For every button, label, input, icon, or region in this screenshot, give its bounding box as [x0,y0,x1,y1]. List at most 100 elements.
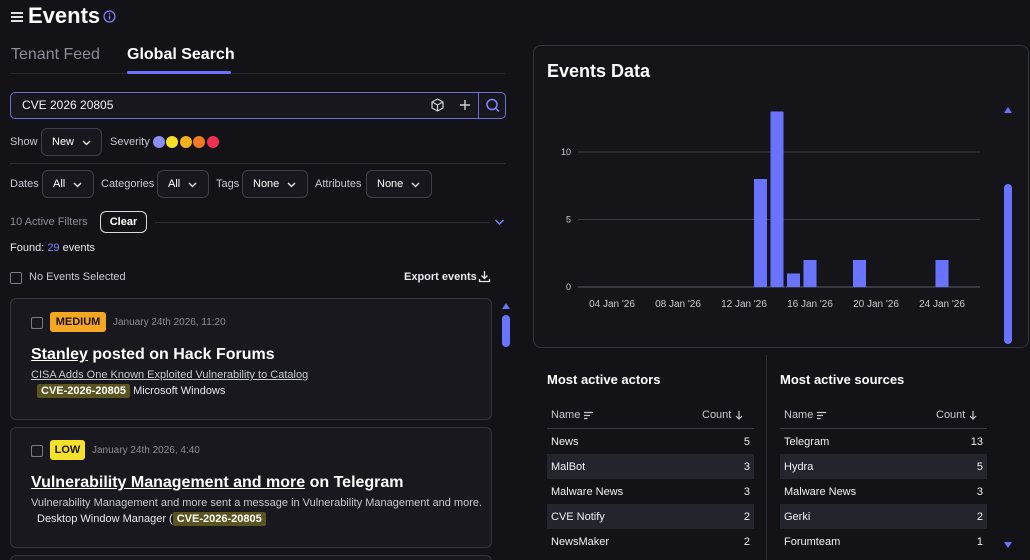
found-number: 29 [47,242,60,254]
dates-label: Dates [10,178,39,190]
cve-tag[interactable]: CVE-2026-20805 [172,512,266,526]
severity-dot-info[interactable] [153,136,165,148]
events-data-title: Events Data [547,61,651,81]
clear-filters-button[interactable]: Clear [100,211,147,233]
severity-dot-high[interactable] [193,136,205,148]
event-card[interactable] [10,555,492,560]
scroll-down-arrow[interactable] [1003,541,1013,549]
event-checkbox[interactable] [31,445,43,457]
categories-value: All [168,178,181,190]
x-tick-label: 08 Jan '26 [655,299,701,310]
actors-count-header[interactable]: Count [702,409,744,421]
active-tab-indicator [127,71,231,74]
x-tick-label: 16 Jan '26 [787,299,833,310]
chart-bar [770,111,784,287]
sources-table: Telegram 13 Hydra 5 Malware News 3 Gerki 2 F… [780,429,987,554]
y-tick-label: 0 [566,282,571,292]
plus-icon[interactable] [459,99,471,111]
show-label: Show [10,136,38,148]
categories-dropdown[interactable]: All [157,170,209,198]
dates-value: All [53,178,66,190]
event-meta: CVE-2026-20805 Microsoft Windows [37,384,226,398]
tab-global-search[interactable]: Global Search [127,46,235,63]
selection-status: No Events Selected [29,271,126,283]
scrollbar-thumb[interactable] [1004,184,1012,344]
search-input[interactable] [22,98,402,112]
chevron-down-icon[interactable] [494,217,505,227]
table-row[interactable]: Gerki 2 [780,504,987,529]
chart-bar [935,260,949,287]
severity-dot-critical[interactable] [207,136,219,148]
search-box [10,92,506,119]
table-header-divider [780,428,987,429]
severity-dot-low[interactable] [166,136,178,148]
x-tick-label: 20 Jan '26 [853,299,899,310]
sources-name-header[interactable]: Name [784,409,827,421]
search-button[interactable] [478,92,506,119]
event-product: Microsoft Windows [133,385,226,397]
categories-label: Categories [101,178,155,190]
event-checkbox[interactable] [31,317,43,329]
tables-divider [766,355,767,560]
chevron-down-icon [287,182,296,187]
found-count: Found: 29 events [10,242,96,254]
tags-dropdown[interactable]: None [242,170,308,198]
show-dropdown[interactable]: New [41,128,102,156]
event-date: January 24th 2026, 4:40 [92,445,200,456]
show-value: New [52,136,75,148]
info-icon[interactable] [103,10,116,23]
table-row[interactable]: MalBot 3 [547,454,754,479]
event-actor-link[interactable]: Stanley [31,346,88,363]
events-chart: 0 5 10 04 Jan '26 08 Jan '26 12 Jan '26 16 Jan… [561,111,980,310]
event-actor-link[interactable]: Vulnerability Management and more [31,474,306,491]
x-tick-label: 24 Jan '26 [919,299,965,310]
table-row[interactable]: CVE Notify 2 [547,504,754,529]
cve-tag[interactable]: CVE-2026-20805 [37,384,131,398]
sources-count-header[interactable]: Count [936,409,978,421]
event-card[interactable] [10,427,492,548]
severity-dot-medium[interactable] [180,136,192,148]
table-row[interactable]: NewsMaker 2 [551,535,750,548]
scrollbar-thumb[interactable] [502,315,510,347]
event-meta: Desktop Window Manager (CVE-2026-20805 [37,512,266,526]
event-link[interactable]: CISA Adds One Known Exploited Vulnerabil… [31,369,309,381]
chart-bar [803,260,817,287]
tab-tenant-feed[interactable]: Tenant Feed [11,46,100,63]
table-row[interactable]: Malware News 3 [551,485,750,498]
actors-table: News 5 MalBot 3 Malware News 3 CVE Notify 2 … [547,429,754,554]
y-tick-label: 5 [566,215,571,225]
table-row[interactable]: Malware News 3 [784,485,983,498]
table-row[interactable]: Hydra 5 [780,454,987,479]
x-tick-label: 12 Jan '26 [721,299,767,310]
attributes-value: None [377,178,404,190]
table-row[interactable]: News 5 [551,435,750,448]
event-product: Desktop Window Manager ( [37,513,173,525]
sort-icon [584,411,594,419]
table-row[interactable]: Forumteam 1 [784,535,983,548]
x-tick-label: 04 Jan '26 [589,299,635,310]
chart-bar [754,179,767,287]
download-icon[interactable] [478,270,491,283]
attributes-label: Attributes [315,178,362,190]
scroll-up-arrow[interactable] [501,302,511,310]
table-header-divider [547,428,754,429]
tab-divider [10,73,505,74]
attributes-dropdown[interactable]: None [366,170,432,198]
select-all-checkbox[interactable] [10,272,22,284]
severity-label: Severity [110,136,150,148]
chart-bar [787,273,800,287]
scroll-up-arrow[interactable] [1003,106,1013,114]
actors-name-header[interactable]: Name [551,409,594,421]
chevron-down-icon [82,140,91,145]
dates-dropdown[interactable]: All [42,170,94,198]
event-title[interactable]: Stanley posted on Hack Forums [31,346,275,363]
actors-table-title: Most active actors [547,372,661,387]
export-events-button[interactable]: Export events [404,271,477,283]
table-row[interactable]: Telegram 13 [784,435,983,448]
sources-table-title: Most active sources [780,372,905,387]
menu-icon[interactable] [10,10,24,24]
y-tick-label: 10 [561,147,571,157]
event-title[interactable]: Vulnerability Management and more on Tel… [31,474,404,491]
cube-icon[interactable] [431,98,444,112]
tags-label: Tags [216,178,240,190]
